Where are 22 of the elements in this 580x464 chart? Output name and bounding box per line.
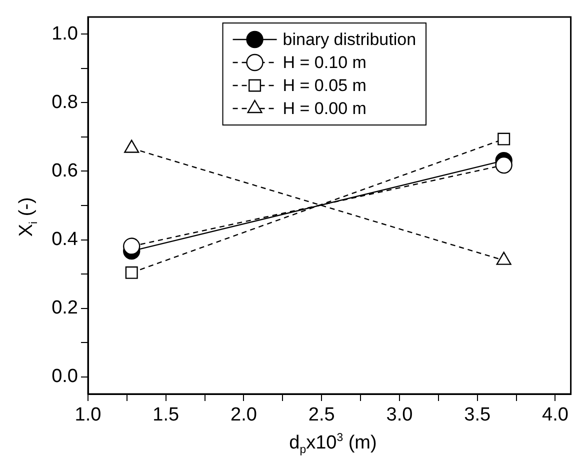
x-tick-label: 3.0	[386, 404, 413, 426]
point	[495, 156, 512, 174]
legend-label: H = 0.00 m	[282, 99, 366, 118]
legend-label: H = 0.10 m	[282, 53, 366, 72]
x-tick-label: 2.0	[230, 404, 257, 426]
x-tick-label: 1.5	[152, 404, 180, 426]
x-axis-title: d$_{p}$x10$^{3}$ (m)	[288, 432, 378, 456]
x-tick-label: 1.0	[74, 404, 102, 426]
y-tick-label: 0.0	[52, 366, 78, 388]
legend-label: H = 0.05 m	[282, 76, 366, 96]
x-tick-label: 3.5	[464, 404, 491, 426]
y-tick-label: 0.4	[52, 229, 78, 250]
point	[123, 238, 140, 255]
point	[498, 132, 510, 146]
point	[125, 266, 138, 279]
y-tick-label: 0.2	[52, 298, 78, 319]
y-tick-label: 1.0	[52, 23, 78, 44]
x-tick-label: 2.5	[308, 404, 335, 426]
y-tick-label: 0.6	[52, 160, 78, 182]
y-tick-label: 0.8	[52, 92, 78, 113]
x-tick-label: 4.0	[542, 404, 568, 426]
legend-label: binary distribution	[282, 30, 416, 50]
